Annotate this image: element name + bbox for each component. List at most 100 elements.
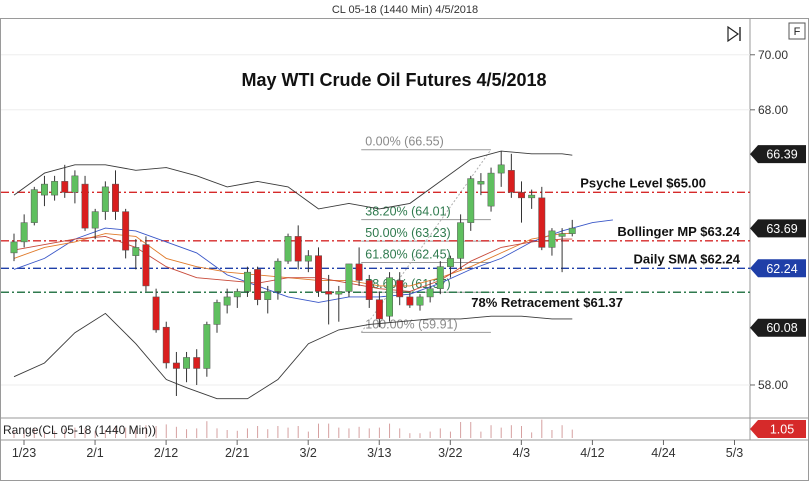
candle-body-4 (51, 181, 59, 196)
sma-line (13, 233, 573, 287)
candle-22 (233, 288, 241, 308)
candle-5 (61, 164, 69, 198)
candle-37 (386, 272, 394, 322)
candle-31 (325, 274, 333, 325)
candle-body-36 (375, 299, 383, 320)
x-tick-label-9: 4/24 (651, 446, 675, 460)
candle-body-28 (294, 236, 302, 262)
price-axis: 70.00 68.00 58.00 (750, 48, 788, 392)
candle-body-18 (193, 357, 201, 369)
candle-47 (487, 167, 495, 212)
candle-body-54 (558, 233, 566, 237)
price-marker-bg-1 (750, 219, 806, 238)
candle-body-10 (112, 183, 119, 212)
candle-body-11 (122, 211, 130, 251)
x-tick-label-3: 2/21 (225, 446, 249, 460)
x-tick-label-10: 5/3 (726, 446, 743, 460)
range-panel-label: Range(CL 05-18 (1440 Min)) (3, 423, 156, 437)
candle-body-22 (233, 291, 241, 298)
candle-body-15 (162, 326, 170, 364)
candle-4 (51, 175, 59, 201)
range-panel: 1.05 (13, 419, 806, 438)
candle-12 (132, 239, 140, 270)
fib-label-0: 0.00% (66.55) (365, 135, 444, 149)
f-button[interactable] (788, 22, 806, 40)
candle-38 (396, 272, 404, 306)
gridlines (1, 54, 750, 386)
candle-46 (477, 173, 485, 196)
candle-body-46 (477, 181, 485, 185)
range-marker-label: 1.05 (770, 423, 794, 437)
candle-body-29 (304, 255, 312, 262)
candle-36 (375, 291, 383, 328)
candle-28 (294, 225, 302, 270)
bollinger-lower-line (13, 312, 573, 400)
price-marker-label-1: 63.69 (766, 222, 797, 236)
price-marker-bg-3 (750, 318, 806, 337)
candle-body-30 (315, 255, 322, 292)
candle-body-31 (325, 291, 333, 295)
candle-50 (518, 181, 525, 223)
candle-body-26 (274, 260, 282, 292)
fib-label-2: 50.00% (63.23) (365, 226, 450, 240)
candle-53 (548, 228, 556, 256)
y-tick-label-2: 58.00 (758, 378, 788, 392)
candle-11 (122, 208, 130, 259)
price-marker-1: 63.69 (750, 219, 806, 238)
candle-body-45 (467, 178, 475, 223)
candle-body-2 (30, 189, 38, 223)
candle-body-1 (20, 222, 28, 243)
level-label-3: 78% Retracement $61.37 (471, 295, 623, 310)
x-tick-label-1: 2/1 (86, 446, 103, 460)
fib-label-3: 61.80% (62.45) (365, 248, 450, 262)
candle-44 (457, 214, 465, 270)
candle-body-12 (132, 247, 140, 256)
candle-10 (112, 170, 119, 220)
scroll-end-icon[interactable] (727, 25, 741, 43)
sma-line-2 (13, 235, 573, 292)
x-tick-label-6: 3/22 (438, 446, 462, 460)
candle-51 (528, 189, 536, 209)
candle-body-37 (386, 277, 394, 317)
fibonacci-retracement: 0.00% (66.55) 38.20% (64.01) 50.00% (63.23… (360, 135, 492, 333)
level-label-0: Psyche Level $65.00 (580, 175, 706, 190)
f-button-label: F (794, 26, 801, 38)
candle-55 (568, 219, 576, 237)
candle-41 (426, 280, 434, 303)
candle-39 (406, 291, 414, 308)
candle-body-35 (365, 280, 373, 300)
candle-body-49 (507, 170, 515, 193)
candle-18 (193, 349, 201, 385)
chart-title: May WTI Crude Oil Futures 4/5/2018 (241, 70, 546, 90)
price-marker-0: 66.39 (750, 145, 806, 164)
candle-43 (447, 255, 454, 278)
candle-body-16 (172, 362, 180, 369)
candle-body-55 (568, 227, 576, 234)
bollinger-mid-line (13, 219, 613, 303)
candle-54 (558, 228, 566, 273)
x-tick-label-7: 4/3 (513, 446, 530, 460)
bollinger-upper-line (13, 150, 573, 210)
level-labels: Psyche Level $65.00 Bollinger MP $63.24 Da… (471, 175, 741, 310)
price-markers: 66.39 63.69 62.24 60.08 (750, 145, 806, 337)
candle-49 (507, 153, 515, 198)
fib-label-5: 100.00% (59.91) (365, 317, 457, 331)
candle-body-38 (396, 280, 404, 298)
fib-trend-line (360, 149, 492, 333)
candle-body-17 (183, 357, 191, 369)
price-marker-bg-0 (750, 145, 806, 164)
candle-7 (81, 175, 89, 231)
candle-21 (223, 288, 231, 314)
candle-body-53 (548, 230, 556, 248)
candle-2 (30, 186, 38, 226)
candle-26 (274, 258, 282, 300)
candle-body-24 (254, 269, 262, 300)
price-marker-label-3: 60.08 (766, 321, 797, 335)
candle-body-47 (487, 172, 495, 207)
candle-body-6 (71, 175, 79, 193)
x-tick-label-8: 4/12 (580, 446, 604, 460)
price-marker-3: 60.08 (750, 318, 806, 337)
candle-0 (10, 233, 18, 262)
candle-30 (315, 247, 322, 297)
candle-body-20 (213, 302, 221, 325)
